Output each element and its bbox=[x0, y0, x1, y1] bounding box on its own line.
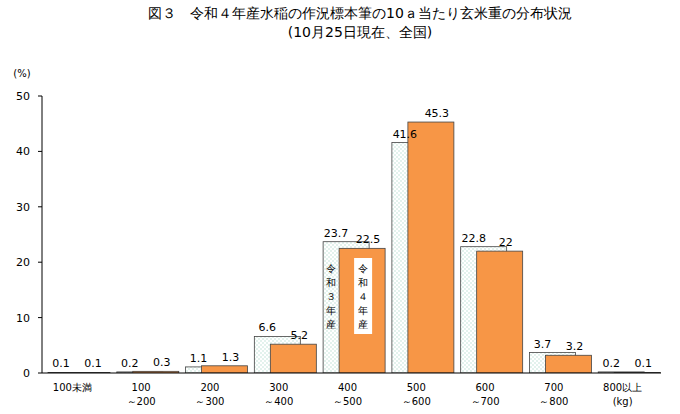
x-tick-label: 800以上 bbox=[603, 382, 642, 393]
x-tick-label: 200～300 bbox=[195, 382, 224, 407]
data-label: 0.2 bbox=[602, 357, 620, 370]
x-axis-label: (kg) bbox=[613, 396, 633, 407]
data-label: 0.1 bbox=[84, 357, 102, 370]
y-tick bbox=[38, 206, 42, 207]
y-tick bbox=[38, 262, 42, 263]
x-tick-label: 700～800 bbox=[539, 382, 568, 407]
bar bbox=[202, 366, 248, 373]
y-axis-label: (%) bbox=[13, 68, 30, 79]
y-tick bbox=[38, 317, 42, 318]
x-tick-label: 500～600 bbox=[402, 382, 431, 407]
data-label: 1.3 bbox=[222, 351, 240, 364]
chart: 図３ 令和４年産水稲の作況標本筆の10ａ当たり玄米重の分布状況 (10月25日現在… bbox=[0, 0, 680, 414]
title: 図３ 令和４年産水稲の作況標本筆の10ａ当たり玄米重の分布状況 bbox=[148, 5, 572, 21]
bar bbox=[408, 122, 454, 373]
data-label: 41.6 bbox=[393, 128, 418, 141]
y-tick-label: 0 bbox=[23, 367, 30, 380]
bar bbox=[477, 251, 523, 373]
y-tick-label: 10 bbox=[16, 312, 30, 325]
data-label: 5.2 bbox=[291, 329, 309, 342]
y-tick-label: 40 bbox=[16, 145, 30, 158]
x-tick-label: 100未満 bbox=[53, 382, 92, 393]
bars bbox=[48, 122, 660, 373]
data-label: 22.5 bbox=[356, 233, 381, 246]
data-label: 23.7 bbox=[324, 227, 349, 240]
legend-label: 令和３年産 bbox=[326, 263, 336, 330]
y-tick bbox=[38, 96, 42, 97]
y-tick-label: 30 bbox=[16, 201, 30, 214]
y-tick-label: 50 bbox=[16, 90, 30, 103]
data-label: 22.8 bbox=[461, 232, 486, 245]
x-tick-label: 300～400 bbox=[264, 382, 293, 407]
y-tick bbox=[38, 373, 42, 374]
y-tick-label: 20 bbox=[16, 256, 30, 269]
data-label: 45.3 bbox=[425, 107, 450, 120]
data-label: 0.3 bbox=[153, 356, 171, 369]
x-tick-label: 100～200 bbox=[127, 382, 156, 407]
y-axis bbox=[42, 96, 43, 373]
data-label: 0.1 bbox=[634, 357, 652, 370]
bar bbox=[270, 344, 316, 373]
data-label: 1.1 bbox=[190, 352, 208, 365]
data-label: 0.2 bbox=[121, 357, 139, 370]
data-label: 3.7 bbox=[534, 338, 552, 351]
bar bbox=[339, 248, 385, 373]
data-label: 6.6 bbox=[259, 321, 277, 334]
x-axis bbox=[42, 373, 661, 374]
data-label: 22 bbox=[499, 236, 513, 249]
legend-label: 令和４年産 bbox=[358, 263, 368, 330]
data-label: 0.1 bbox=[52, 357, 70, 370]
legend-box bbox=[354, 258, 372, 334]
data-label: 3.2 bbox=[566, 340, 584, 353]
y-tick bbox=[38, 151, 42, 152]
subtitle: (10月25日現在、全国) bbox=[288, 24, 433, 40]
x-tick-label: 600～700 bbox=[471, 382, 500, 407]
x-tick-label: 400～500 bbox=[333, 382, 362, 407]
bar bbox=[545, 355, 591, 373]
